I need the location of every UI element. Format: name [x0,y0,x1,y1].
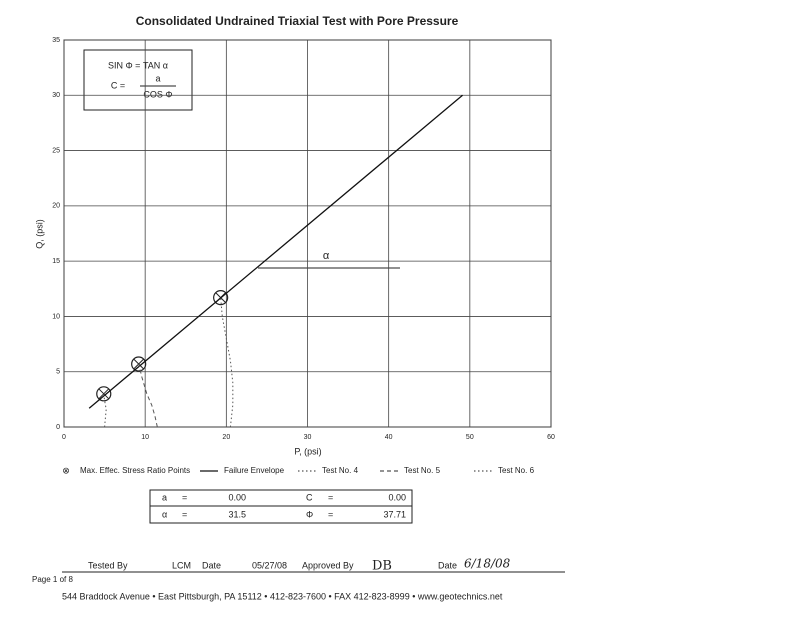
series-line [103,393,107,428]
cell: = [328,509,333,519]
y-tick-label: 5 [56,369,60,376]
marker-circle [131,356,147,372]
legend-item: Failure Envelope [200,466,285,475]
series-line [138,363,158,428]
x-tick-label: 50 [466,434,474,441]
equation: COS Φ [143,89,172,99]
y-tick-label: 10 [52,313,60,320]
x-axis-label: P, (psi) [294,446,321,456]
label: Date [438,560,457,570]
legend-label: Test No. 5 [404,466,441,475]
legend-symbol: ⊗ [62,465,70,475]
y-tick-label: 35 [52,37,60,44]
label: Tested By [88,560,128,570]
marker-cross [133,358,145,370]
value: LCM [172,560,191,570]
legend-label: Test No. 4 [322,466,359,475]
cell: Φ [306,509,313,519]
cell: C [306,492,313,502]
y-tick-label: 30 [52,92,60,99]
legend-item: Test No. 4 [298,466,359,475]
x-tick-label: 30 [304,434,312,441]
label: Approved By [302,560,354,570]
series-line [220,297,234,428]
x-tick-label: 10 [141,434,149,441]
y-axis-label: Q, (psi) [34,219,44,249]
equation: SIN Φ = TAN α [108,60,168,70]
legend-label: Test No. 6 [498,466,535,475]
signature: DB [372,559,392,574]
marker-circle [213,290,229,306]
y-tick-label: 0 [56,424,60,431]
equation-box [83,49,193,111]
x-tick-label: 60 [547,434,555,441]
page-number: Page 1 of 8 [32,575,73,584]
results: a = 0.00 C = 0.00 α = 31.5 Φ = 37.71 [162,492,406,519]
cell: 37.71 [383,509,406,519]
y-tick-label: 25 [52,147,60,154]
y-tick-label: 20 [52,203,60,210]
legend-item: Test No. 6 [474,466,535,475]
label: Date [202,560,221,570]
cell: 0.00 [228,492,246,502]
value: 05/27/08 [252,560,287,570]
cell: 31.5 [228,509,246,519]
x-tick-label: 0 [62,434,66,441]
footer: Tested By LCM Date 05/27/08 Approved By … [32,557,511,602]
chart-title: Consolidated Undrained Triaxial Test wit… [136,14,459,28]
equation: a [155,73,160,83]
cell: a [162,492,167,502]
cell: 0.00 [388,492,406,502]
cell: = [182,509,187,519]
cell: = [328,492,333,502]
stress-ratio-point [131,356,147,372]
legend-item: ⊗ Max. Effec. Stress Ratio Points [62,465,190,475]
cell: α [162,509,167,519]
legend-label: Max. Effec. Stress Ratio Points [80,466,190,475]
x-tick-label: 40 [385,434,393,441]
cell: = [182,492,187,502]
annotation: α [323,250,330,262]
signature-date: 6/18/08 [464,557,511,571]
legend-item: Test No. 5 [380,466,441,475]
x-tick-label: 20 [222,434,230,441]
address: 544 Braddock Avenue • East Pittsburgh, P… [62,591,503,601]
legend-label: Failure Envelope [224,466,285,475]
equation: C = [111,80,125,90]
series-line [88,94,463,409]
y-tick-label: 15 [52,258,60,265]
marker-circle [96,386,112,402]
